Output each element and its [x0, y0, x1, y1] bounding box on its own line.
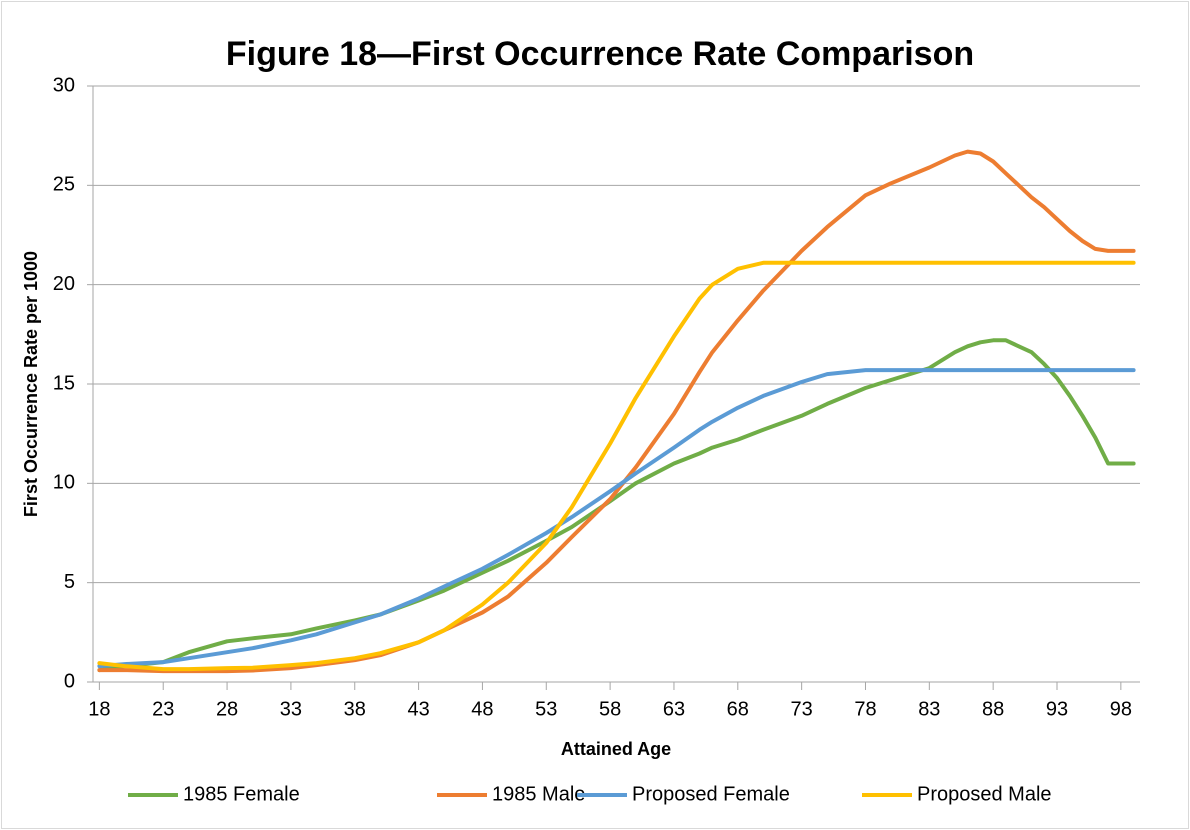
y-tick-label: 10: [53, 472, 75, 494]
y-axis-label: First Occurrence Rate per 1000: [21, 251, 41, 517]
y-tick-label: 15: [53, 372, 75, 394]
x-tick-label: 88: [982, 698, 1004, 720]
y-tick-label: 0: [64, 670, 75, 692]
x-tick-label: 93: [1046, 698, 1068, 720]
x-axis-label: Attained Age: [561, 739, 671, 759]
series-line: [97, 260, 1136, 672]
x-tick-label: 83: [918, 698, 940, 720]
x-tick-label: 68: [727, 698, 749, 720]
legend-label: Proposed Male: [917, 783, 1052, 805]
x-tick-label: 98: [1110, 698, 1132, 720]
chart-title: Figure 18—First Occurrence Rate Comparis…: [226, 35, 974, 73]
x-tick-label: 38: [344, 698, 366, 720]
x-tick-label: 78: [854, 698, 876, 720]
x-tick-label: 53: [535, 698, 557, 720]
x-tick-label: 33: [280, 698, 302, 720]
y-tick-label: 25: [53, 174, 75, 196]
x-tick-label: 58: [599, 698, 621, 720]
x-tick-label: 63: [663, 698, 685, 720]
x-tick-label: 43: [407, 698, 429, 720]
x-tick-label: 23: [152, 698, 174, 720]
y-tick-label: 20: [53, 273, 75, 295]
series-line: [97, 338, 1136, 673]
y-tick-label: 30: [53, 74, 75, 96]
series-line: [97, 368, 1136, 669]
legend-label: 1985 Female: [183, 783, 300, 805]
x-tick-label: 18: [88, 698, 110, 720]
y-tick-label: 5: [64, 571, 75, 593]
x-tick-label: 48: [471, 698, 493, 720]
legend-label: 1985 Male: [492, 783, 585, 805]
x-tick-label: 73: [791, 698, 813, 720]
x-tick-label: 28: [216, 698, 238, 720]
legend-label: Proposed Female: [632, 783, 790, 805]
